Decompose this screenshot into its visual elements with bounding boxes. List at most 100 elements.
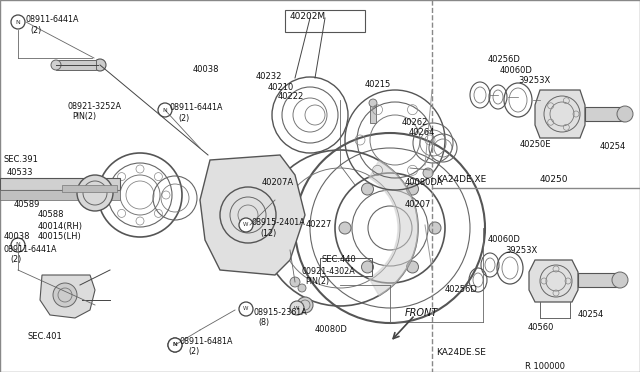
Circle shape [290,301,304,315]
Polygon shape [529,260,578,302]
Text: 40264: 40264 [409,128,435,137]
Text: 40207: 40207 [405,200,431,209]
Circle shape [369,99,377,107]
Bar [585,107,625,121]
Text: 08921-3252A: 08921-3252A [68,102,122,111]
Wedge shape [369,160,418,295]
Text: 40250E: 40250E [520,140,552,149]
Text: R 100000: R 100000 [525,362,565,371]
Text: N: N [173,343,177,347]
Bar [0,190,120,200]
Text: PIN(2): PIN(2) [305,277,329,286]
Text: SEC.391: SEC.391 [4,155,39,164]
Text: 40227: 40227 [306,220,332,229]
Circle shape [290,277,300,287]
Text: 40014(RH): 40014(RH) [38,222,83,231]
Polygon shape [535,90,585,138]
Text: 40254: 40254 [578,310,604,319]
Text: W: W [243,222,249,228]
Bar [62,185,117,192]
Bar [370,103,376,123]
Text: 40589: 40589 [14,200,40,209]
Text: 40533: 40533 [7,168,33,177]
Text: W: W [294,305,300,311]
Text: 40215: 40215 [365,80,391,89]
Text: KA24DE.XE: KA24DE.XE [436,175,486,184]
Text: 40210: 40210 [268,83,294,92]
Circle shape [77,175,113,211]
Text: 08915-2401A: 08915-2401A [252,218,306,227]
Text: (2): (2) [10,255,21,264]
Circle shape [51,60,61,70]
Circle shape [94,59,106,71]
Text: 40060D: 40060D [488,235,521,244]
Circle shape [11,238,25,252]
Text: 40202M: 40202M [290,12,326,21]
Circle shape [429,222,441,234]
Circle shape [168,338,182,352]
Text: 40250: 40250 [540,175,568,184]
Text: 08911-6481A: 08911-6481A [180,337,234,346]
Text: 40038: 40038 [4,232,31,241]
Circle shape [362,261,374,273]
Circle shape [406,183,419,195]
Circle shape [617,106,633,122]
Text: (2): (2) [188,347,199,356]
Polygon shape [40,275,95,318]
Text: 39253X: 39253X [518,76,550,85]
Bar [620,110,630,118]
Circle shape [168,338,182,352]
Circle shape [362,183,374,195]
Circle shape [339,222,351,234]
Bar [614,276,626,284]
Circle shape [158,103,172,117]
Text: 40232: 40232 [256,72,282,81]
Text: N: N [15,19,20,25]
Text: 08911-6441A: 08911-6441A [170,103,223,112]
Text: SEC.401: SEC.401 [28,332,63,341]
Circle shape [239,218,253,232]
Text: (2): (2) [178,114,189,123]
Text: 40015(LH): 40015(LH) [38,232,82,241]
Text: FRONT: FRONT [405,308,438,318]
Text: SEC.440: SEC.440 [322,255,356,264]
Text: 08911-6441A: 08911-6441A [4,245,58,254]
Text: W: W [243,307,249,311]
Bar [285,10,365,32]
Text: 40256D: 40256D [445,285,478,294]
Text: 00921-4302A: 00921-4302A [302,267,356,276]
Circle shape [239,302,253,316]
Text: 39253X: 39253X [505,246,537,255]
Circle shape [53,283,77,307]
Circle shape [298,284,306,292]
Text: 08911-6441A: 08911-6441A [26,15,79,24]
Text: 40262: 40262 [402,118,428,127]
Text: KA24DE.SE: KA24DE.SE [436,348,486,357]
Text: 08915-2361A: 08915-2361A [253,308,307,317]
Circle shape [612,272,628,288]
Circle shape [297,297,313,313]
Text: N: N [173,343,177,347]
Text: N: N [163,108,168,112]
Bar [578,273,620,287]
Text: 40254: 40254 [600,142,627,151]
Polygon shape [200,155,305,275]
Bar [56,60,96,70]
Text: 40080DA: 40080DA [405,178,444,187]
Text: 40560: 40560 [528,323,554,332]
Text: (12): (12) [260,229,276,238]
Circle shape [423,168,433,178]
Bar [320,258,372,276]
Text: 40080D: 40080D [315,325,348,334]
Text: N: N [15,243,20,247]
Text: 40256D: 40256D [488,55,521,64]
Text: (8): (8) [258,318,269,327]
Circle shape [406,261,419,273]
Text: 40038: 40038 [193,65,220,74]
Text: 40207A: 40207A [262,178,294,187]
Text: 40588: 40588 [38,210,65,219]
Circle shape [11,15,25,29]
Text: 40222: 40222 [278,92,304,101]
Bar [0,178,120,190]
Text: 40060D: 40060D [500,66,533,75]
